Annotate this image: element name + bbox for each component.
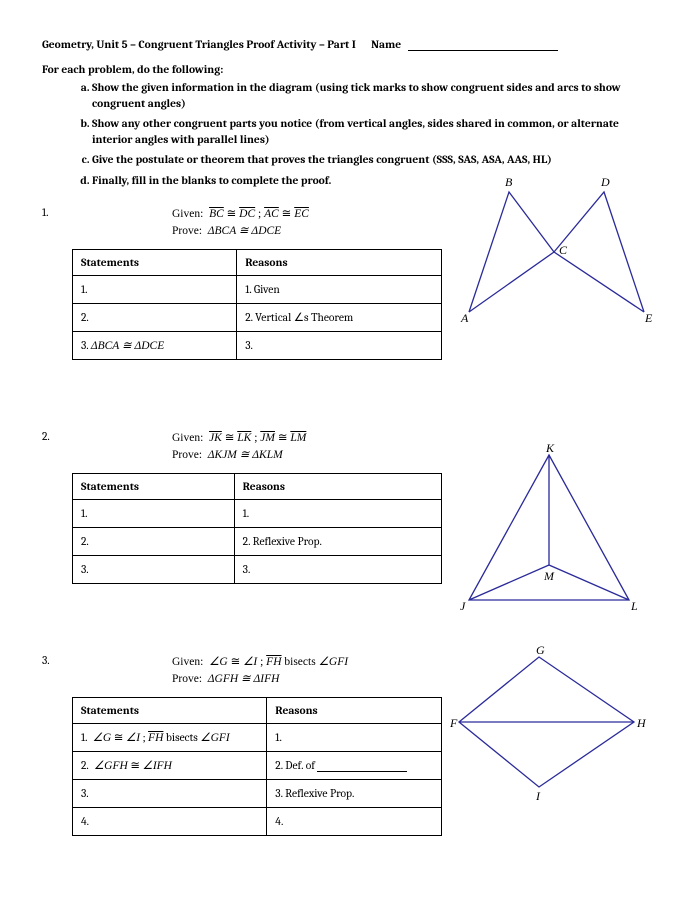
col-statements: Statements (73, 249, 237, 275)
cell: 4. (267, 807, 442, 835)
cell: 2. ∠GFH ≅ ∠IFH (73, 751, 267, 779)
intro-text: For each problem, do the following: (42, 63, 649, 76)
cell: 1. (234, 499, 441, 527)
label-h: H (636, 716, 647, 730)
cell: 1. Given (237, 275, 442, 303)
problem-2: 2. Given: JK ≅ LK ; JM ≅ LM Prove: ΔKJM … (42, 430, 649, 630)
problem-number: 1. (42, 206, 49, 219)
col-statements: Statements (73, 473, 235, 499)
problem-1: 1. Given: BC ≅ DC ; AC ≅ EC Prove: ΔBCA … (42, 206, 649, 406)
triangle-diagram-1: A B C D E (449, 172, 659, 332)
label-e: E (644, 311, 653, 325)
label-a: A (460, 311, 469, 325)
proof-table-3: StatementsReasons 1. ∠G ≅ ∠I ; FH bisect… (72, 697, 442, 836)
seg-ec: EC (294, 208, 309, 220)
cell: 3. (234, 555, 441, 583)
label-l: L (630, 599, 638, 613)
cell: 3. ΔBCA ≅ ΔDCE (73, 331, 237, 359)
col-statements: Statements (73, 697, 267, 723)
label-g: G (536, 643, 545, 657)
cell: 3. (73, 779, 267, 807)
prove-label: Prove: (172, 673, 202, 685)
prove-expr: ΔGFH ≅ ΔIFH (208, 673, 280, 685)
problem-number: 3. (42, 654, 50, 667)
cell: 2. Def. of (267, 751, 442, 779)
cell: 1. (267, 723, 442, 751)
given-label: Given: (172, 656, 203, 668)
given-label: Given: (172, 208, 203, 220)
page-header: Geometry, Unit 5 – Congruent Triangles P… (42, 38, 649, 51)
cell: 4. (73, 807, 267, 835)
label-i: I (535, 789, 541, 802)
seg-jm: JM (260, 432, 275, 444)
cell: 1. (73, 275, 237, 303)
prove-expr: ΔBCA ≅ ΔDCE (208, 225, 281, 237)
problem-3: 3. Given: ∠G ≅ ∠I ; FH bisects ∠GFI Prov… (42, 654, 649, 854)
seg-lm: LM (290, 432, 306, 444)
proof-table-2: StatementsReasons 1.1. 2.2. Reflexive Pr… (72, 473, 442, 584)
seg-dc: DC (239, 208, 255, 220)
given-label: Given: (172, 432, 203, 444)
blank-line[interactable] (317, 771, 407, 772)
cell: 2. (73, 303, 237, 331)
seg-jk: JK (209, 432, 222, 444)
prove-label: Prove: (172, 449, 202, 461)
seg-ac: AC (264, 208, 279, 220)
label-j: J (460, 599, 466, 613)
label-b: B (505, 175, 513, 189)
triangle-diagram-2: K J L M (454, 440, 644, 615)
name-blank[interactable] (408, 50, 558, 51)
diagram-2: K J L M (454, 440, 644, 618)
cell: 1. ∠G ≅ ∠I ; FH bisects ∠GFI (73, 723, 267, 751)
prove-label: Prove: (172, 225, 202, 237)
seg-fh: FH (266, 656, 281, 668)
instruction-c: Give the postulate or theorem that prove… (92, 152, 649, 168)
prove-expr: ΔKJM ≅ ΔKLM (208, 449, 283, 461)
seg-lk: LK (237, 432, 251, 444)
col-reasons: Reasons (234, 473, 441, 499)
cell: 3. (73, 555, 235, 583)
proof-table-1: StatementsReasons 1.1. Given 2.2. Vertic… (72, 249, 442, 360)
title: Geometry, Unit 5 – Congruent Triangles P… (42, 38, 356, 51)
label-d: D (600, 175, 610, 189)
instruction-a: Show the given information in the diagra… (92, 80, 649, 111)
seg-bc: BC (209, 208, 224, 220)
cell: 3. Reflexive Prop. (267, 779, 442, 807)
label-m: M (543, 569, 555, 583)
col-reasons: Reasons (237, 249, 442, 275)
cell: 2. Reflexive Prop. (234, 527, 441, 555)
cell: 1. (73, 499, 235, 527)
triangle-diagram-3: F G H I (444, 642, 649, 802)
col-reasons: Reasons (267, 697, 442, 723)
diagram-3: F G H I (444, 642, 649, 805)
cell: 2. (73, 527, 235, 555)
problem-number: 2. (42, 430, 50, 443)
label-c: C (559, 243, 568, 257)
cell: 2. Vertical ∠s Theorem (237, 303, 442, 331)
name-label: Name (371, 38, 401, 51)
cell: 3. (237, 331, 442, 359)
diagram-1: A B C D E (449, 172, 659, 335)
label-k: K (545, 441, 555, 455)
label-f: F (449, 716, 458, 730)
instruction-b: Show any other congruent parts you notic… (92, 116, 649, 147)
